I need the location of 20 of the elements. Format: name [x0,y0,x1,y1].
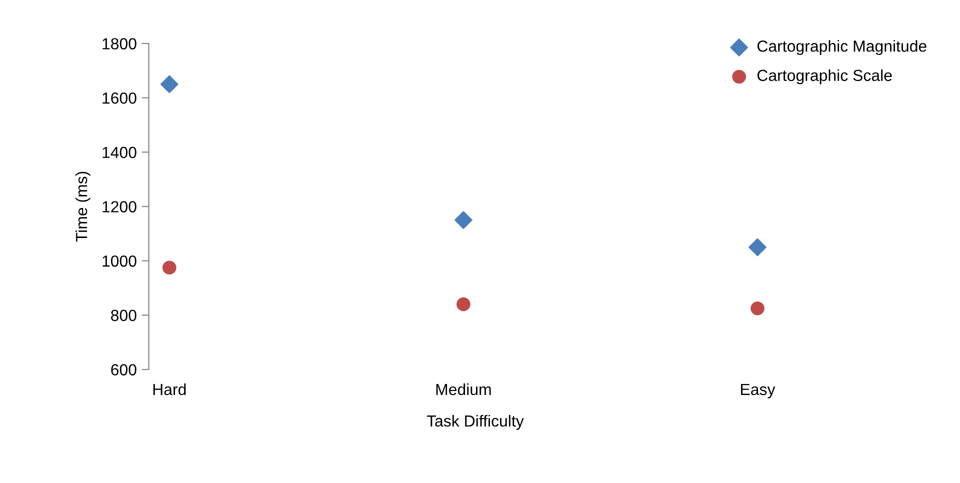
point [454,211,472,229]
legend-label: Cartographic Magnitude [757,40,926,55]
y-tick-label: 600 [111,364,136,376]
x-tick-label: Easy [741,384,776,398]
x-axis-title: Task Difficulty [426,414,524,430]
y-tick-label: 1600 [102,92,136,104]
y-tick-label: 1800 [102,38,136,50]
x-tick-label: Medium [436,383,491,396]
point [160,75,178,94]
legend-label: Cartographic Scale [757,69,892,84]
point [748,238,766,256]
point [456,297,470,312]
x-tick-label: Hard [153,383,186,396]
point [162,260,176,275]
point [750,301,764,316]
y-tick-label: 800 [111,310,136,322]
y-axis-title: Time (ms) [75,172,90,242]
y-tick-label: 1000 [102,255,136,267]
y-tick-label: 1200 [102,201,136,212]
y-tick-label: 1400 [102,146,136,158]
